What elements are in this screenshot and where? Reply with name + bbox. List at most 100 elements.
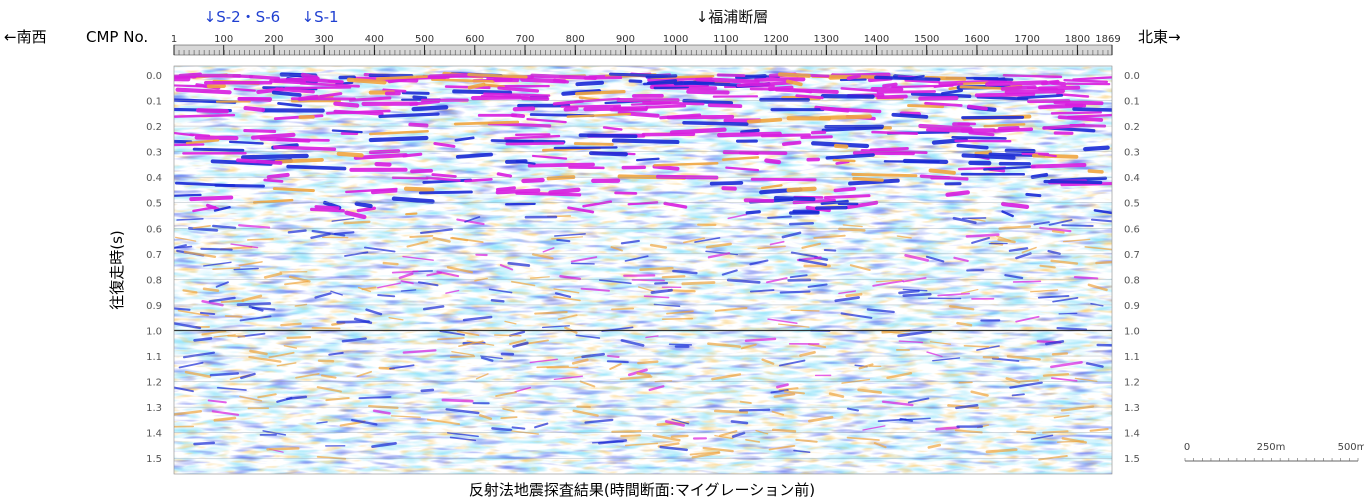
- reflector-streak: [1060, 181, 1112, 187]
- reflector-streak: [201, 299, 224, 307]
- reflector-streak: [606, 360, 629, 364]
- reflector-streak: [456, 218, 485, 226]
- reflector-streak: [786, 186, 817, 193]
- y-tick-label-left: 0.9: [146, 301, 162, 312]
- reflector-streak: [719, 430, 738, 437]
- reflector-streak: [779, 290, 811, 294]
- reflector-streak: [1051, 377, 1078, 382]
- reflector-streak: [248, 355, 282, 363]
- reflector-streak: [410, 168, 433, 174]
- reflector-streak: [174, 193, 202, 197]
- reflector-streak: [619, 375, 653, 381]
- reflector-streak: [572, 409, 599, 417]
- reflector-streak: [993, 127, 1034, 133]
- reflector-streak: [346, 77, 387, 85]
- reflector-streak: [487, 122, 552, 128]
- reflector-streak: [287, 229, 307, 234]
- reflector-streak: [348, 96, 392, 102]
- reflector-streak: [721, 269, 738, 276]
- reflector-streak: [331, 217, 355, 222]
- reflector-streak: [985, 80, 1049, 87]
- reflector-streak: [224, 315, 243, 318]
- reflector-streak: [840, 312, 873, 319]
- reflector-streak: [881, 400, 914, 407]
- reflector-streak: [377, 282, 401, 289]
- reflector-streak: [974, 92, 1036, 98]
- reflector-streak: [963, 344, 990, 348]
- reflector-streak: [954, 429, 983, 434]
- reflector-streak: [637, 286, 655, 293]
- reflector-streak: [1050, 111, 1102, 115]
- reflector-streak: [610, 246, 623, 252]
- reflector-streak: [1038, 152, 1057, 158]
- y-tick-label-left: 1.1: [146, 352, 162, 363]
- reflector-streak: [835, 160, 850, 165]
- reflector-streak: [382, 261, 399, 266]
- reflector-streak: [495, 391, 517, 398]
- reflector-streak: [904, 79, 941, 84]
- reflector-streak: [820, 199, 849, 205]
- reflector-streak: [1011, 393, 1025, 397]
- reflector-streak: [781, 140, 802, 147]
- reflector-streak: [1025, 192, 1042, 198]
- reflector-streak: [272, 187, 315, 193]
- reflector-streak: [683, 81, 742, 87]
- reflector-streak: [573, 142, 614, 146]
- y-tick-label-right: 0.4: [1124, 173, 1140, 184]
- reflector-streak: [205, 203, 220, 211]
- y-tick-label-left: 1.3: [146, 403, 162, 414]
- x-tick-label: 200: [264, 34, 283, 45]
- reflector-streak: [199, 311, 216, 316]
- reflector-streak: [286, 164, 347, 171]
- reflector-streak: [721, 186, 737, 191]
- reflector-streak: [398, 272, 414, 280]
- reflector-streak: [495, 186, 516, 192]
- reflector-streak: [881, 330, 910, 335]
- reflector-streak: [611, 307, 635, 311]
- reflector-streak: [462, 315, 493, 322]
- y-axis-label: 往復走時(s): [108, 230, 126, 310]
- reflector-streak: [1053, 100, 1104, 106]
- reflector-streak: [336, 151, 364, 158]
- reflector-streak: [425, 176, 461, 182]
- reflector-streak: [283, 344, 298, 349]
- reflector-streak: [924, 101, 963, 107]
- reflector-streak: [356, 206, 376, 213]
- reflector-streak: [418, 190, 473, 195]
- reflector-streak: [276, 362, 297, 367]
- reflector-streak: [928, 168, 956, 175]
- reflector-streak: [174, 131, 195, 137]
- y-axis-ticks-left: 0.0 0.1 0.2 0.3 0.4 0.5 0.6 0.7 0.8 0.9 1.0 1.1 1.2 1…: [146, 71, 162, 465]
- reflector-streak: [426, 418, 461, 426]
- reflector-streak: [382, 88, 407, 93]
- reflector-streak: [391, 196, 435, 204]
- reflector-streak: [736, 81, 794, 88]
- reflector-streak: [344, 210, 367, 220]
- reflector-streak: [670, 434, 689, 438]
- reflector-streak: [213, 205, 231, 212]
- reflector-streak: [227, 334, 246, 338]
- reflector-streak: [548, 187, 581, 195]
- reflector-streak: [896, 235, 912, 239]
- reflector-streak: [266, 172, 290, 180]
- reflector-streak: [669, 127, 727, 135]
- reflector-streak: [240, 372, 256, 380]
- reflector-streak: [284, 280, 309, 286]
- reflector-streak: [314, 292, 332, 299]
- reflector-streak: [536, 365, 569, 369]
- reflector-streak: [766, 277, 788, 284]
- reflector-streak: [707, 103, 743, 108]
- scale-bar: 0 250m 500m: [1184, 442, 1364, 462]
- reflector-streak: [240, 153, 309, 160]
- reflector-streak: [174, 236, 197, 242]
- reflector-streak: [813, 234, 846, 239]
- reflector-streak: [823, 249, 837, 252]
- reflector-streak: [566, 112, 632, 118]
- reflector-streak: [862, 425, 886, 431]
- reflector-streak: [216, 386, 247, 391]
- reflector-streak: [508, 339, 527, 346]
- y-tick-label-right: 1.4: [1124, 429, 1140, 440]
- y-tick-label-right: 0.9: [1124, 301, 1140, 312]
- y-tick-label-right: 1.1: [1124, 352, 1140, 363]
- reflector-streak: [899, 417, 914, 422]
